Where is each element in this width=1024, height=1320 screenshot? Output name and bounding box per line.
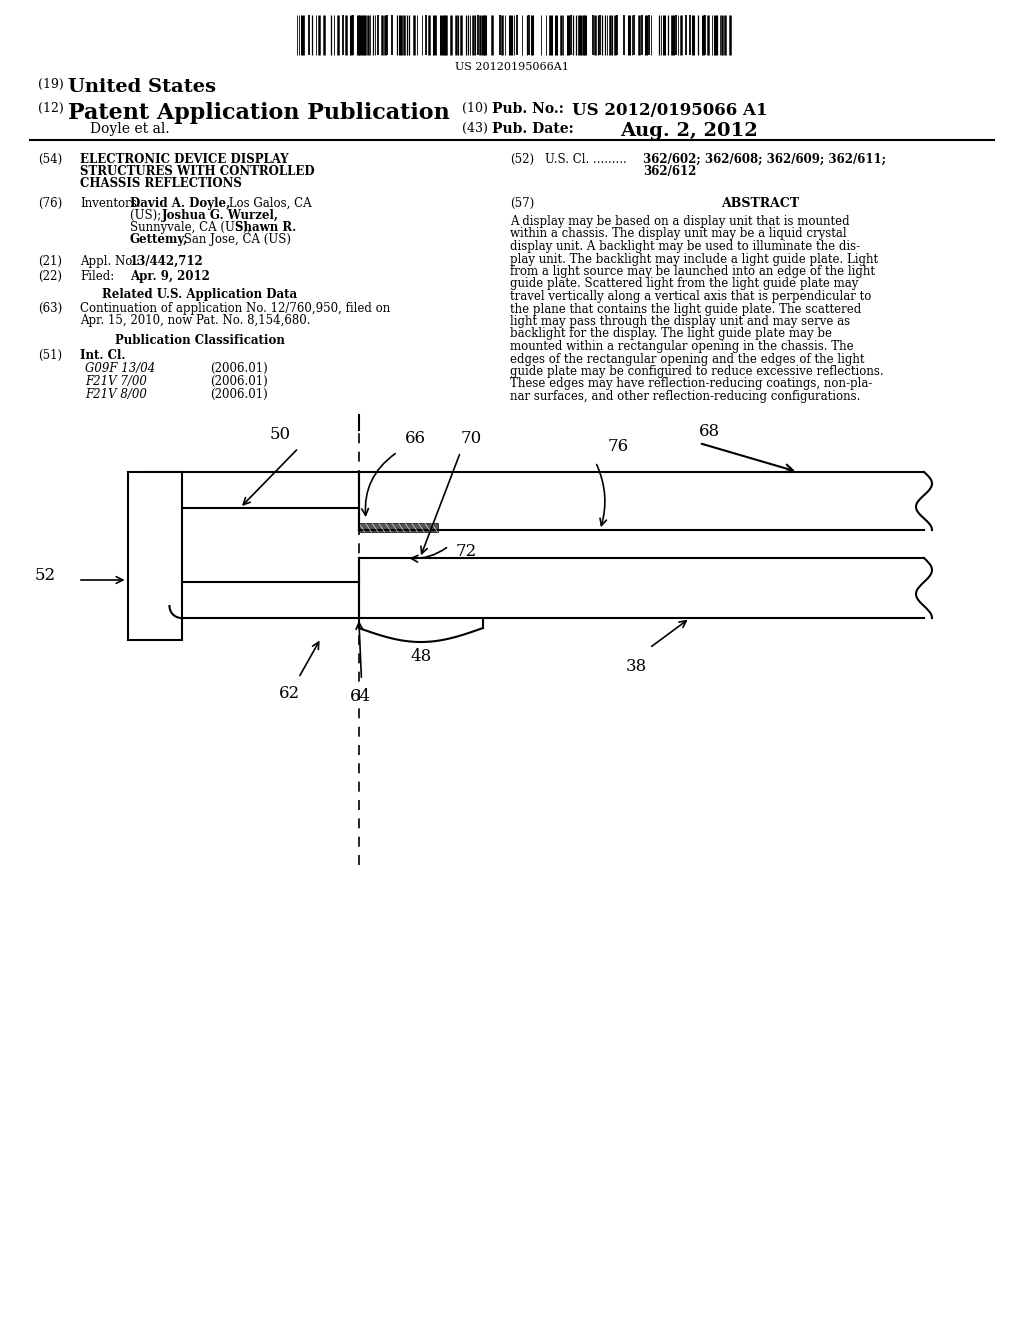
Text: guide plate may be configured to reduce excessive reflections.: guide plate may be configured to reduce … (510, 366, 884, 378)
Text: F21V 7/00: F21V 7/00 (85, 375, 146, 388)
Text: US 20120195066A1: US 20120195066A1 (455, 62, 569, 73)
Text: Filed:: Filed: (80, 271, 115, 282)
Text: (22): (22) (38, 271, 62, 282)
Text: 76: 76 (607, 438, 629, 455)
Text: display unit. A backlight may be used to illuminate the dis-: display unit. A backlight may be used to… (510, 240, 860, 253)
Text: (19): (19) (38, 78, 63, 91)
Text: 72: 72 (456, 543, 477, 560)
Text: Pub. Date:: Pub. Date: (492, 121, 573, 136)
Text: 38: 38 (626, 657, 646, 675)
Text: 62: 62 (279, 685, 300, 702)
Text: 48: 48 (411, 648, 431, 665)
Text: Joshua G. Wurzel,: Joshua G. Wurzel, (162, 209, 279, 222)
Text: U.S. Cl. .........: U.S. Cl. ......... (545, 153, 627, 166)
Text: (51): (51) (38, 348, 62, 362)
Text: backlight for the display. The light guide plate may be: backlight for the display. The light gui… (510, 327, 831, 341)
Text: Pub. No.:: Pub. No.: (492, 102, 564, 116)
Bar (150, 582, 358, 618)
Text: (63): (63) (38, 302, 62, 315)
Text: Shawn R.: Shawn R. (234, 220, 296, 234)
Text: (2006.01): (2006.01) (210, 375, 267, 388)
Text: 70: 70 (461, 430, 481, 447)
Text: United States: United States (68, 78, 216, 96)
Text: edges of the rectangular opening and the edges of the light: edges of the rectangular opening and the… (510, 352, 864, 366)
Text: F21V 8/00: F21V 8/00 (85, 388, 146, 401)
Text: 13/442,712: 13/442,712 (130, 255, 204, 268)
Text: mounted within a rectangular opening in the chassis. The: mounted within a rectangular opening in … (510, 341, 854, 352)
Text: guide plate. Scattered light from the light guide plate may: guide plate. Scattered light from the li… (510, 277, 858, 290)
Text: Apr. 15, 2010, now Pat. No. 8,154,680.: Apr. 15, 2010, now Pat. No. 8,154,680. (80, 314, 310, 327)
Text: 362/612: 362/612 (643, 165, 696, 178)
Text: (10): (10) (462, 102, 487, 115)
Text: Continuation of application No. 12/760,950, filed on: Continuation of application No. 12/760,9… (80, 302, 390, 315)
Text: nar surfaces, and other reflection-reducing configurations.: nar surfaces, and other reflection-reduc… (510, 389, 860, 403)
Text: (12): (12) (38, 102, 63, 115)
Text: Patent Application Publication: Patent Application Publication (68, 102, 450, 124)
Bar (150, 473, 358, 508)
Text: ELECTRONIC DEVICE DISPLAY: ELECTRONIC DEVICE DISPLAY (80, 153, 289, 166)
Bar (358, 523, 438, 532)
Text: STRUCTURES WITH CONTROLLED: STRUCTURES WITH CONTROLLED (80, 165, 314, 178)
Text: (US);: (US); (130, 209, 165, 222)
Text: (54): (54) (38, 153, 62, 166)
Text: from a light source may be launched into an edge of the light: from a light source may be launched into… (510, 265, 874, 279)
Text: A display may be based on a display unit that is mounted: A display may be based on a display unit… (510, 215, 850, 228)
Text: Publication Classification: Publication Classification (115, 334, 285, 347)
Text: within a chassis. The display unit may be a liquid crystal: within a chassis. The display unit may b… (510, 227, 847, 240)
Text: San Jose, CA (US): San Jose, CA (US) (180, 234, 291, 246)
Text: Related U.S. Application Data: Related U.S. Application Data (102, 288, 298, 301)
Bar (128, 473, 181, 640)
Text: Aug. 2, 2012: Aug. 2, 2012 (620, 121, 758, 140)
Text: ABSTRACT: ABSTRACT (721, 197, 799, 210)
Text: David A. Doyle,: David A. Doyle, (130, 197, 230, 210)
Text: (2006.01): (2006.01) (210, 362, 267, 375)
Text: Int. Cl.: Int. Cl. (80, 348, 126, 362)
Text: 64: 64 (350, 688, 371, 705)
Text: 66: 66 (404, 430, 426, 447)
Text: 362/602; 362/608; 362/609; 362/611;: 362/602; 362/608; 362/609; 362/611; (643, 153, 886, 166)
Text: 52: 52 (35, 566, 55, 583)
Text: 68: 68 (699, 422, 720, 440)
Text: Appl. No.:: Appl. No.: (80, 255, 140, 268)
Text: (2006.01): (2006.01) (210, 388, 267, 401)
Text: These edges may have reflection-reducing coatings, non-pla-: These edges may have reflection-reducing… (510, 378, 872, 391)
Text: CHASSIS REFLECTIONS: CHASSIS REFLECTIONS (80, 177, 242, 190)
Text: US 2012/0195066 A1: US 2012/0195066 A1 (572, 102, 768, 119)
Text: travel vertically along a vertical axis that is perpendicular to: travel vertically along a vertical axis … (510, 290, 871, 304)
Text: Apr. 9, 2012: Apr. 9, 2012 (130, 271, 210, 282)
Text: (57): (57) (510, 197, 535, 210)
Text: Inventors:: Inventors: (80, 197, 140, 210)
Text: light may pass through the display unit and may serve as: light may pass through the display unit … (510, 315, 850, 327)
Text: play unit. The backlight may include a light guide plate. Light: play unit. The backlight may include a l… (510, 252, 879, 265)
Text: G09F 13/04: G09F 13/04 (85, 362, 156, 375)
Text: Los Galos, CA: Los Galos, CA (225, 197, 311, 210)
Text: Sunnyvale, CA (US);: Sunnyvale, CA (US); (130, 220, 255, 234)
Text: (52): (52) (510, 153, 535, 166)
Text: (21): (21) (38, 255, 62, 268)
Text: (76): (76) (38, 197, 62, 210)
Text: (43): (43) (462, 121, 487, 135)
Text: Doyle et al.: Doyle et al. (90, 121, 170, 136)
Text: 50: 50 (270, 426, 291, 444)
Text: Gettemy,: Gettemy, (130, 234, 188, 246)
Text: the plane that contains the light guide plate. The scattered: the plane that contains the light guide … (510, 302, 861, 315)
